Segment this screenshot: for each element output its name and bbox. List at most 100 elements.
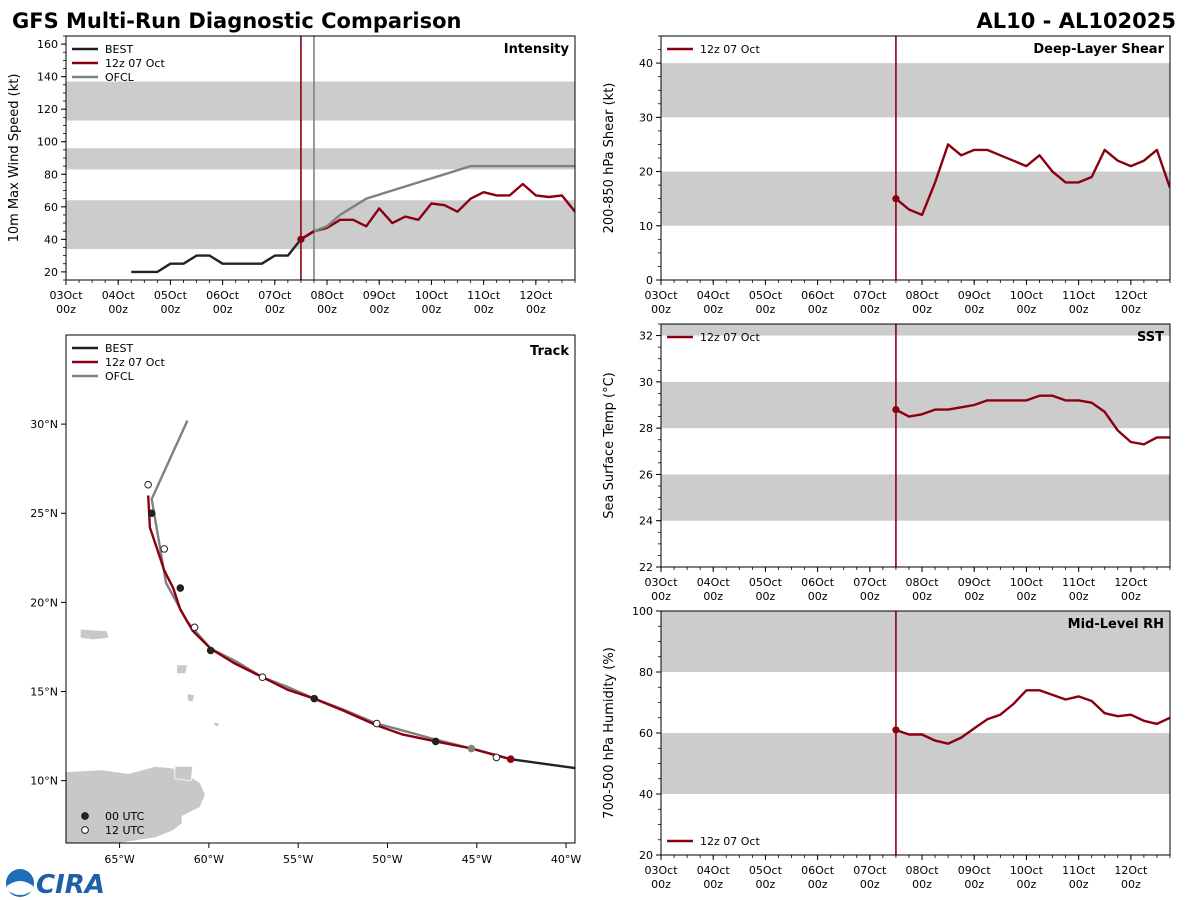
shear-y-tick-label: 40 bbox=[639, 57, 653, 70]
rh-series-12z-07-oct bbox=[895, 689, 1170, 745]
intensity-y-axis: 20 40 60 80 100 120 140 160 bbox=[37, 35, 66, 281]
shear-x-tick-label-day: 09Oct bbox=[958, 289, 992, 302]
intensity-x-tick-label-day: 07Oct bbox=[258, 289, 292, 302]
shear-band-1 bbox=[661, 63, 1170, 118]
shear-y-tick-label: 0 bbox=[646, 274, 653, 287]
rh-panel: 2040608010003Oct00z04Oct00z05Oct00z06Oct… bbox=[602, 605, 1171, 891]
intensity-x-tick-label-day: 12Oct bbox=[519, 289, 553, 302]
rh-y-tick-label: 40 bbox=[639, 788, 653, 801]
rh-x-tick-label-hour: 00z bbox=[651, 878, 671, 891]
shear-x-tick-label-day: 10Oct bbox=[1010, 289, 1044, 302]
shear-legend: 12z 07 Oct bbox=[667, 43, 760, 56]
track-marker-legend-symbol bbox=[81, 812, 89, 820]
track-point-00 bbox=[310, 694, 319, 703]
intensity-x-tick-label-day: 06Oct bbox=[206, 289, 240, 302]
track-point-00 bbox=[176, 584, 185, 592]
track-point-12 bbox=[144, 480, 152, 489]
intensity-y-tick-label: 80 bbox=[44, 168, 58, 181]
rh-band-1 bbox=[661, 611, 1170, 672]
rh-y-axis: 20 40 60 80 100 bbox=[632, 605, 661, 862]
intensity-x-tick-label-hour: 00z bbox=[317, 303, 337, 316]
track-legend-label: BEST bbox=[105, 342, 133, 355]
track-point-ofcl bbox=[467, 744, 476, 753]
shear-panel: 01020304003Oct00z04Oct00z05Oct00z06Oct00… bbox=[602, 35, 1171, 316]
intensity-x-tick-label-hour: 00z bbox=[213, 303, 233, 316]
intensity-panel-title: Intensity bbox=[504, 42, 570, 57]
sst-x-tick-label-day: 07Oct bbox=[853, 576, 887, 589]
rh-x-tick-label-day: 10Oct bbox=[1010, 864, 1044, 877]
sst-y-tick-label: 26 bbox=[639, 468, 653, 481]
rh-x-tick-label-hour: 00z bbox=[703, 878, 723, 891]
sst-x-tick-label-hour: 00z bbox=[703, 590, 723, 603]
intensity-x-tick-label-day: 09Oct bbox=[363, 289, 397, 302]
rh-x-tick-label-hour: 00z bbox=[860, 878, 880, 891]
shear-series-12z-07-oct bbox=[895, 143, 1170, 217]
intensity-band-2 bbox=[66, 81, 575, 121]
sst-y-axis: 22 24 26 28 30 32 bbox=[639, 323, 661, 574]
shear-x-tick-label-day: 11Oct bbox=[1062, 289, 1096, 302]
track-x-tick-label: 65°W bbox=[104, 853, 134, 866]
shear-legend-label: 12z 07 Oct bbox=[700, 43, 760, 56]
shear-x-tick-label-hour: 00z bbox=[1069, 303, 1089, 316]
track-legend-label: 12z 07 Oct bbox=[105, 356, 165, 369]
intensity-start-point bbox=[297, 235, 305, 243]
track-legend-label: OFCL bbox=[105, 370, 135, 383]
intensity-y-tick-label: 100 bbox=[37, 136, 58, 149]
sst-x-tick-label-day: 04Oct bbox=[697, 576, 731, 589]
intensity-y-tick-label: 160 bbox=[37, 38, 58, 51]
intensity-legend-label: BEST bbox=[105, 43, 133, 56]
sst-x-tick-label-day: 09Oct bbox=[958, 576, 992, 589]
land-puerto-rico bbox=[79, 628, 110, 641]
intensity-x-tick-label-hour: 00z bbox=[56, 303, 76, 316]
intensity-x-tick-label-hour: 00z bbox=[369, 303, 389, 316]
sst-series-group bbox=[892, 394, 1170, 446]
land-trinidad bbox=[174, 766, 194, 782]
track-marker-legend-label: 12 UTC bbox=[105, 824, 145, 837]
intensity-series-group bbox=[131, 164, 575, 274]
rh-y-tick-label: 20 bbox=[639, 849, 653, 862]
sst-x-tick-label-day: 03Oct bbox=[644, 576, 678, 589]
sst-x-tick-label-hour: 00z bbox=[808, 590, 828, 603]
shear-y-axis-label: 200-850 hPa Shear (kt) bbox=[602, 83, 617, 234]
shear-start-point bbox=[892, 195, 900, 203]
intensity-x-tick-label-day: 05Oct bbox=[154, 289, 188, 302]
rh-y-axis-label: 700-500 hPa Humidity (%) bbox=[602, 647, 617, 819]
intensity-band-1 bbox=[66, 148, 575, 170]
intensity-x-tick-label-hour: 00z bbox=[474, 303, 494, 316]
track-point-12 bbox=[258, 673, 267, 682]
sst-x-tick-label-hour: 00z bbox=[964, 590, 984, 603]
track-series-12z-07-oct bbox=[147, 495, 512, 761]
shear-x-tick-label-hour: 00z bbox=[964, 303, 984, 316]
track-map-group bbox=[66, 420, 575, 843]
cira-logo: CIRA bbox=[6, 869, 105, 900]
rh-x-tick-label-day: 05Oct bbox=[749, 864, 783, 877]
rh-start-point bbox=[892, 726, 900, 734]
shear-x-tick-label-day: 12Oct bbox=[1114, 289, 1148, 302]
track-point-12 bbox=[492, 753, 501, 762]
rh-frame bbox=[660, 610, 1171, 856]
sst-x-tick-label-day: 05Oct bbox=[749, 576, 783, 589]
rh-x-tick-label-hour: 00z bbox=[1069, 878, 1089, 891]
shear-band-0 bbox=[661, 171, 1170, 226]
shear-x-tick-label-hour: 00z bbox=[860, 303, 880, 316]
track-x-axis: 65°W 60°W 55°W 50°W 45°W 40°W bbox=[104, 843, 581, 866]
sst-x-tick-label-hour: 00z bbox=[912, 590, 932, 603]
intensity-y-tick-label: 140 bbox=[37, 71, 58, 84]
shear-x-tick-label-day: 03Oct bbox=[644, 289, 678, 302]
rh-x-tick-label-day: 12Oct bbox=[1114, 864, 1148, 877]
rh-x-tick-label-hour: 00z bbox=[1017, 878, 1037, 891]
track-point-00 bbox=[206, 646, 215, 655]
rh-x-tick-label-hour: 00z bbox=[964, 878, 984, 891]
track-marker-legend-symbol bbox=[81, 826, 89, 834]
sst-y-tick-label: 30 bbox=[639, 376, 653, 389]
track-marker-legend-label: 00 UTC bbox=[105, 810, 145, 823]
shear-x-tick-label-hour: 00z bbox=[1017, 303, 1037, 316]
intensity-series-ofcl bbox=[313, 164, 575, 233]
track-point-00 bbox=[431, 737, 440, 746]
track-y-tick-label: 20°N bbox=[30, 596, 58, 609]
shear-x-tick-label-hour: 00z bbox=[651, 303, 671, 316]
sst-y-tick-label: 32 bbox=[639, 330, 653, 343]
shear-x-tick-label-hour: 00z bbox=[808, 303, 828, 316]
intensity-x-tick-label-hour: 00z bbox=[422, 303, 442, 316]
